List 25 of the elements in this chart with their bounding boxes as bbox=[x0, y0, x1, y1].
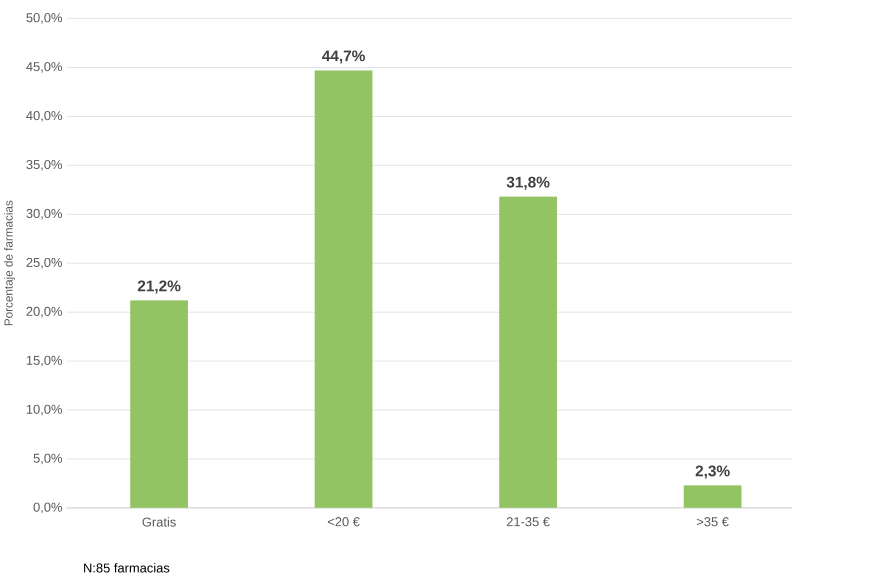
bar bbox=[684, 486, 742, 508]
text: N:85 farmacias bbox=[84, 563, 170, 573]
y-tick-label: 0,0% bbox=[34, 502, 62, 514]
bar bbox=[130, 300, 188, 508]
y-tick-label: 5,0% bbox=[34, 454, 62, 464]
bar bbox=[499, 196, 557, 508]
y-tick-label: 25,0% bbox=[26, 258, 62, 269]
y-tick-label: 40,0% bbox=[26, 111, 62, 122]
data-label: 2,3% bbox=[696, 466, 730, 479]
y-tick-label: 45,0% bbox=[26, 62, 62, 73]
data-label: 44,7% bbox=[322, 50, 365, 64]
y-tick-label: 15,0% bbox=[26, 356, 62, 367]
data-label: 31,8% bbox=[506, 176, 550, 190]
x-tick-label: Gratis bbox=[142, 517, 176, 527]
x-tick-label: 21-35 € bbox=[506, 517, 550, 526]
x-tick-label: >35 € bbox=[696, 517, 729, 526]
y-tick-label: 50,0% bbox=[26, 13, 62, 24]
y-tick-label: 35,0% bbox=[26, 160, 62, 171]
y-tick-label: 30,0% bbox=[26, 209, 62, 220]
y-axis-title: Porcentaje de farmacias bbox=[4, 200, 15, 326]
bar bbox=[314, 70, 372, 508]
x-tick-label: <20 € bbox=[328, 517, 360, 526]
y-tick-label: 20,0% bbox=[26, 306, 62, 318]
y-tick-label: 10,0% bbox=[26, 404, 62, 416]
data-label: 21,2% bbox=[138, 280, 180, 294]
